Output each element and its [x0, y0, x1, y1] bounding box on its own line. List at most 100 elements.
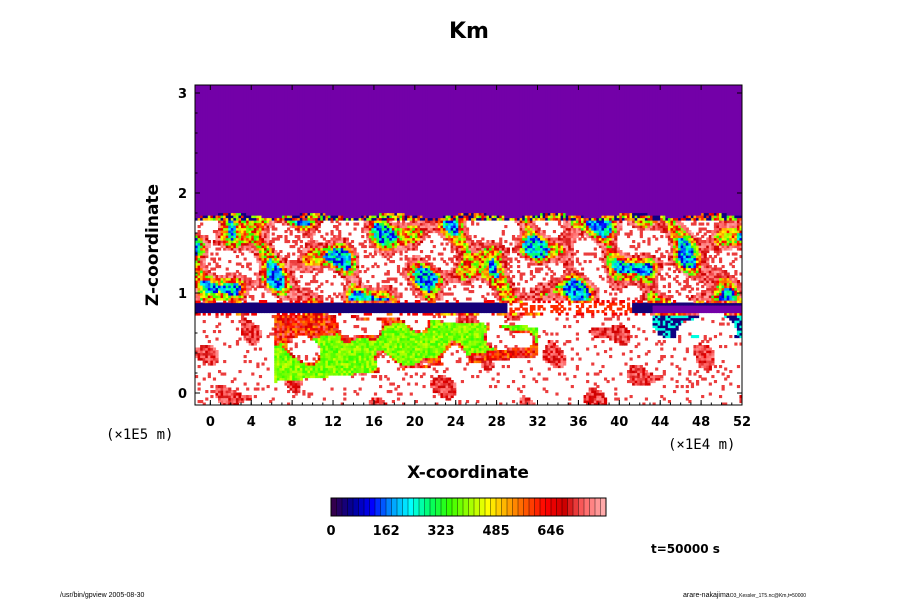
heatmap-cell — [389, 390, 392, 393]
heatmap-cell — [471, 290, 474, 293]
heatmap-cell — [555, 318, 558, 321]
heatmap-cell — [407, 383, 410, 386]
heatmap-cell — [673, 300, 676, 303]
heatmap-cell — [489, 343, 492, 346]
heatmap-cell — [366, 318, 369, 321]
heatmap-cell — [607, 300, 610, 303]
heatmap-cell — [246, 388, 249, 391]
heatmap-cell — [210, 395, 213, 398]
heatmap-cell — [555, 333, 558, 336]
heatmap-cell — [405, 288, 408, 291]
heatmap-cell — [492, 378, 495, 381]
heatmap-cell — [722, 385, 725, 388]
heatmap-cell — [394, 288, 397, 291]
heatmap-cell — [315, 293, 318, 296]
heatmap-cell — [722, 373, 725, 376]
heatmap-cell — [571, 348, 574, 351]
heatmap-cell — [364, 328, 367, 331]
heatmap-cell — [586, 373, 589, 376]
heatmap-cell — [402, 320, 405, 323]
heatmap-cell — [433, 368, 436, 371]
heatmap-cell — [343, 388, 346, 391]
heatmap-cell — [660, 395, 663, 398]
heatmap-cell — [256, 325, 259, 328]
heatmap-cell — [586, 348, 589, 351]
heatmap-cell — [249, 395, 252, 398]
heatmap-cell — [719, 365, 722, 368]
heatmap-cell — [637, 355, 640, 358]
heatmap-cell — [612, 378, 615, 381]
heatmap-cell — [637, 328, 640, 331]
heatmap-cell — [640, 365, 643, 368]
heatmap-cell — [609, 348, 612, 351]
heatmap-cell — [261, 388, 264, 391]
heatmap-cell — [686, 295, 689, 298]
heatmap-cell — [359, 388, 362, 391]
heatmap-cell — [405, 300, 408, 303]
heatmap-cell — [568, 308, 571, 311]
heatmap-cell — [604, 378, 607, 381]
heatmap-cell — [555, 340, 558, 343]
heatmap-cell — [686, 390, 689, 393]
heatmap-cell — [591, 310, 594, 313]
heatmap-cell — [379, 375, 382, 378]
heatmap-cell — [443, 375, 446, 378]
heatmap-cell — [663, 285, 666, 288]
heatmap-cell — [660, 348, 663, 351]
heatmap-cell — [389, 285, 392, 288]
heatmap-cell — [302, 390, 305, 393]
heatmap-cell — [361, 378, 364, 381]
heatmap-cell — [310, 393, 313, 396]
heatmap-cell — [517, 288, 520, 291]
heatmap-cell — [696, 288, 699, 291]
heatmap-cell — [198, 388, 201, 391]
heatmap-cell — [543, 388, 546, 391]
heatmap-cell — [489, 385, 492, 388]
heatmap-cell — [512, 400, 515, 403]
heatmap-cell — [512, 323, 515, 326]
heatmap-cell — [290, 348, 293, 351]
heatmap-cell — [673, 390, 676, 393]
heatmap-cell — [244, 360, 247, 363]
heatmap-cell — [522, 288, 525, 291]
heatmap-cell — [267, 368, 270, 371]
heatmap-cell — [343, 398, 346, 401]
heatmap-cell — [433, 395, 436, 398]
heatmap-cell — [568, 340, 571, 343]
heatmap-cell — [244, 383, 247, 386]
heatmap-cell — [622, 353, 625, 356]
heatmap-cell — [261, 363, 264, 366]
heatmap-cell — [558, 373, 561, 376]
heatmap-cell — [525, 325, 528, 328]
heatmap-cell — [676, 365, 679, 368]
heatmap-cell — [259, 375, 262, 378]
heatmap-cell — [576, 353, 579, 356]
heatmap-cell — [246, 350, 249, 353]
heatmap-cell — [402, 378, 405, 381]
heatmap-cell — [594, 345, 597, 348]
heatmap-cell — [530, 368, 533, 371]
heatmap-cell — [238, 338, 241, 341]
heatmap-cell — [415, 320, 418, 323]
heatmap-cell — [619, 313, 622, 316]
heatmap-cell — [568, 398, 571, 401]
heatmap-cell — [701, 395, 704, 398]
heatmap-cell — [422, 385, 425, 388]
heatmap-cell — [218, 323, 221, 326]
heatmap-cell — [397, 398, 400, 401]
heatmap-cell — [494, 345, 497, 348]
heatmap-cell — [417, 330, 420, 333]
heatmap-cell — [223, 373, 226, 376]
heatmap-cell — [233, 378, 236, 381]
heatmap-plot-area — [195, 83, 743, 406]
heatmap-cell — [696, 370, 699, 373]
chart-title: Km — [449, 19, 489, 44]
heatmap-cell — [645, 363, 648, 366]
heatmap-cell — [540, 305, 543, 308]
heatmap-cell — [254, 348, 257, 351]
heatmap-cell — [563, 373, 566, 376]
heatmap-cell — [627, 303, 630, 306]
heatmap-cell — [297, 355, 300, 358]
heatmap-cell — [719, 333, 722, 336]
heatmap-cell — [686, 398, 689, 401]
